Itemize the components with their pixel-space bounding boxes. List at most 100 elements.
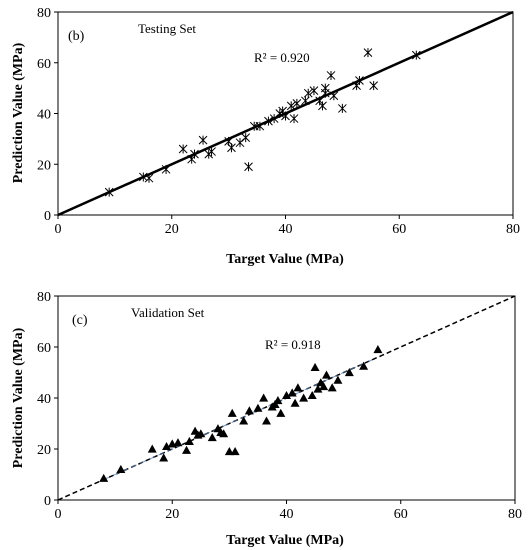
x-tick-label: 20 <box>165 507 179 522</box>
data-point <box>293 383 303 392</box>
x-tick-label: 80 <box>508 507 522 522</box>
x-axis-ticks: 0 20 40 60 80 <box>55 500 522 522</box>
data-point <box>219 429 229 438</box>
data-point <box>255 121 265 131</box>
y-tick-label: 0 <box>44 494 51 509</box>
x-tick-label: 80 <box>506 222 520 237</box>
r-squared-annotation: R² = 0.918 <box>265 337 321 352</box>
y-axis-label: Prediction Value (MPa) <box>11 327 26 468</box>
data-point <box>289 114 299 124</box>
x-axis-label: Target Value (MPa) <box>226 252 344 267</box>
validation-set-chart: 0 20 40 60 80 0 20 40 60 80 (c) Validation Set R… <box>11 290 522 548</box>
y-axis-label: Prediction Value (MPa) <box>11 42 26 183</box>
data-point <box>320 83 330 93</box>
data-point <box>326 70 336 80</box>
x-tick-label: 60 <box>392 222 406 237</box>
data-point <box>309 86 319 96</box>
data-point <box>321 370 331 379</box>
data-point <box>363 48 373 58</box>
x-tick-label: 20 <box>165 222 179 237</box>
data-point <box>411 50 421 60</box>
x-tick-label: 60 <box>394 507 408 522</box>
y-tick-label: 20 <box>37 158 51 173</box>
data-point <box>235 138 245 148</box>
data-point <box>276 408 286 417</box>
data-point <box>262 416 272 425</box>
y-axis-ticks: 0 20 40 60 80 <box>37 6 58 224</box>
y-tick-label: 0 <box>44 209 51 224</box>
data-point <box>290 398 300 407</box>
data-point <box>259 393 269 402</box>
data-point <box>369 81 379 91</box>
data-point <box>162 441 172 451</box>
data-point <box>299 393 309 402</box>
data-point <box>244 162 253 172</box>
data-point <box>207 433 217 442</box>
data-point <box>327 383 337 392</box>
data-point <box>224 447 234 456</box>
data-point <box>287 388 297 397</box>
chart-title: Testing Set <box>138 21 196 36</box>
data-point <box>227 408 237 417</box>
panel-label: (c) <box>72 313 88 328</box>
x-tick-label: 0 <box>55 222 62 237</box>
data-point <box>373 345 383 354</box>
data-point <box>313 384 323 393</box>
data-point <box>241 133 251 143</box>
data-point <box>307 390 317 400</box>
x-tick-label: 40 <box>280 507 294 522</box>
y-tick-label: 80 <box>37 6 51 21</box>
data-point <box>318 101 327 111</box>
data-point <box>161 164 171 174</box>
data-point <box>264 116 273 126</box>
data-point <box>184 436 194 445</box>
y-tick-label: 20 <box>37 443 51 458</box>
data-point <box>329 91 339 101</box>
y-tick-label: 40 <box>37 392 51 407</box>
x-axis-ticks: 0 20 40 60 80 <box>55 215 520 237</box>
y-tick-label: 60 <box>37 57 51 72</box>
data-point <box>344 368 354 377</box>
data-point <box>173 438 183 447</box>
data-point <box>198 135 208 145</box>
data-point <box>281 111 290 121</box>
data-point <box>244 406 254 415</box>
data-point <box>282 390 291 400</box>
data-points <box>104 48 421 197</box>
y-axis-ticks: 0 20 40 60 80 <box>37 290 58 509</box>
y-tick-label: 60 <box>37 341 51 356</box>
data-point <box>99 473 109 482</box>
data-point <box>144 173 154 183</box>
chart-title: Validation Set <box>131 305 205 320</box>
data-point <box>338 103 347 113</box>
data-point <box>239 416 249 425</box>
data-point <box>138 172 148 182</box>
fit-line-overlay <box>103 359 373 481</box>
data-point <box>303 88 313 98</box>
testing-set-chart: 0 20 40 60 80 0 20 40 60 80 (b) Testing Set R² =… <box>11 6 520 267</box>
data-point <box>147 444 157 453</box>
data-point <box>178 144 188 154</box>
data-point <box>159 453 169 462</box>
data-point <box>230 447 240 456</box>
data-point <box>333 375 343 384</box>
data-point <box>207 147 216 157</box>
data-point <box>286 101 296 111</box>
panel-label: (b) <box>68 29 85 44</box>
data-point <box>359 361 369 370</box>
data-point <box>116 464 126 473</box>
data-point <box>319 382 329 391</box>
data-point <box>355 76 364 86</box>
data-point <box>196 429 206 438</box>
data-point <box>190 149 199 159</box>
y-tick-label: 40 <box>37 108 51 123</box>
x-axis-label: Target Value (MPa) <box>226 533 344 548</box>
data-point <box>273 396 283 405</box>
data-point <box>182 445 192 454</box>
data-point <box>292 98 302 108</box>
data-point <box>310 362 320 371</box>
x-tick-label: 0 <box>55 507 62 522</box>
data-point <box>253 403 263 412</box>
data-point <box>104 187 114 197</box>
